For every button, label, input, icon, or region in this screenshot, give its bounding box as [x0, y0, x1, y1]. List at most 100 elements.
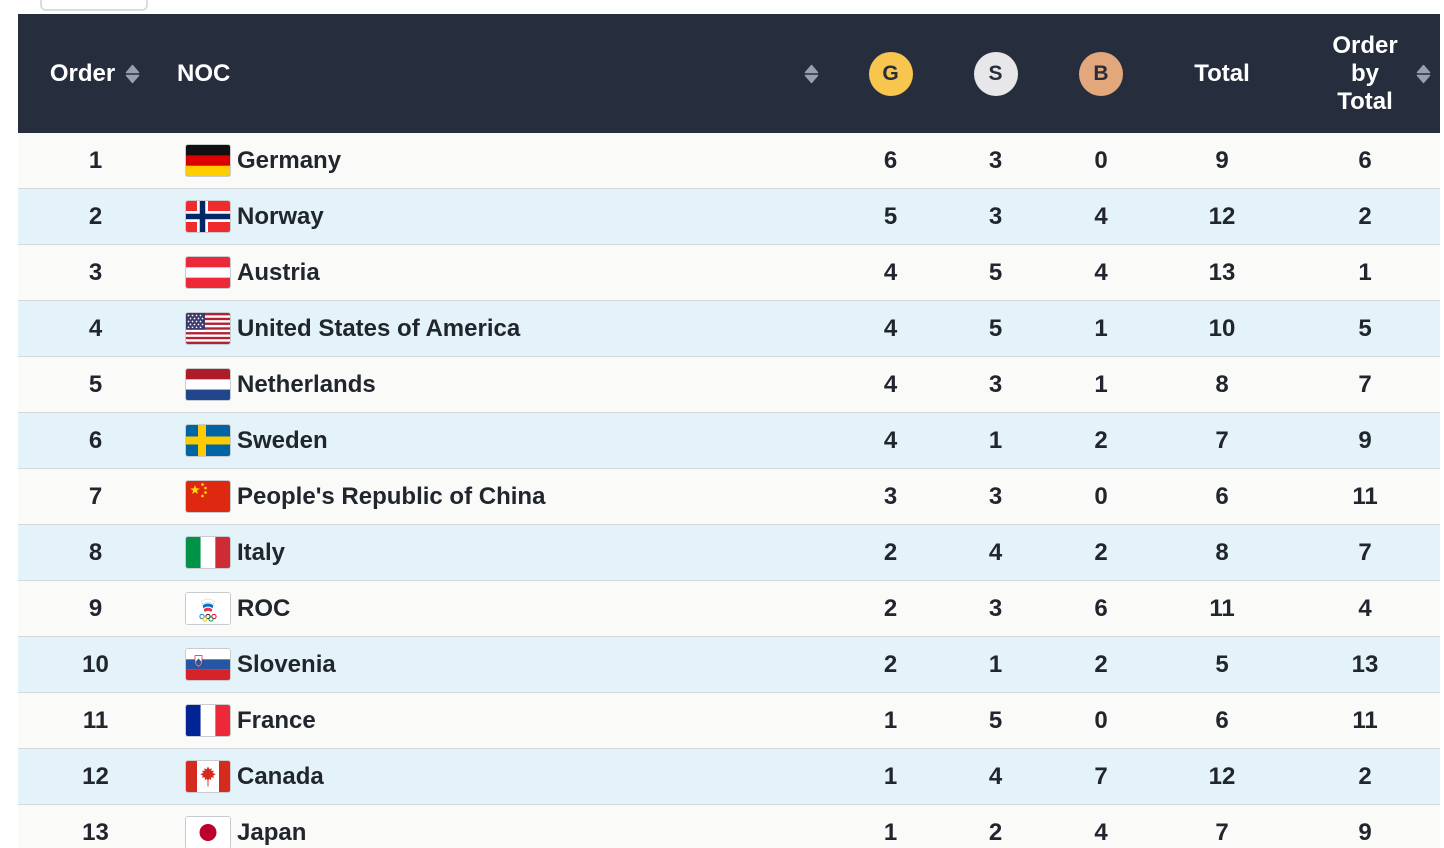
cell-order: 5: [88, 370, 103, 398]
cell-gold: 6: [883, 146, 898, 174]
cell-gold: 4: [883, 258, 898, 286]
medal-table: Order NOC G: [18, 14, 1440, 848]
cell-gold: 1: [883, 706, 898, 734]
cell-gold: 2: [883, 538, 898, 566]
cell-silver: 3: [988, 202, 1003, 230]
cell-silver: 5: [988, 258, 1003, 286]
cell-bronze: 7: [1094, 762, 1108, 790]
header-silver[interactable]: S: [943, 51, 1048, 96]
country-name: People's Republic of China: [237, 482, 546, 510]
cn-flag-icon: [185, 480, 231, 513]
table-body: 1 Germany 6 3 0 9 6 2 Norway 5 3 4 1 2 2 …: [18, 133, 1440, 848]
cell-silver: 5: [988, 706, 1003, 734]
sort-order-by-total-icon[interactable]: [1415, 64, 1432, 84]
header-order-label: Order: [49, 59, 116, 87]
cell-noc[interactable]: Japan: [163, 816, 838, 848]
country-name: Netherlands: [237, 370, 376, 398]
sort-order-icon[interactable]: [124, 64, 141, 84]
country-name: Sweden: [237, 426, 328, 454]
cell-total: 6: [1215, 706, 1229, 734]
cell-order: 2: [88, 202, 103, 230]
cell-noc[interactable]: Netherlands: [163, 368, 838, 401]
table-row: 2 Norway 5 3 4 12 2: [18, 189, 1440, 245]
gold-medal-icon: G: [868, 51, 913, 96]
cell-bronze: 6: [1094, 594, 1108, 622]
table-row: 5 Netherlands 4 3 1 8 7: [18, 357, 1440, 413]
cell-total: 8: [1215, 370, 1229, 398]
cell-total: 13: [1208, 258, 1236, 286]
cell-gold: 1: [883, 762, 898, 790]
table-row: 11 France 1 5 0 6 11: [18, 693, 1440, 749]
country-name: United States of America: [237, 314, 521, 342]
cell-noc[interactable]: Slovenia: [163, 648, 838, 681]
silver-medal-icon: S: [973, 51, 1018, 96]
country-name: Germany: [237, 146, 342, 174]
cutoff-dropdown[interactable]: [40, 0, 148, 11]
header-noc[interactable]: NOC: [163, 60, 838, 88]
cell-order: 7: [88, 482, 103, 510]
se-flag-icon: [185, 424, 231, 457]
cell-gold: 3: [883, 482, 898, 510]
cell-total: 5: [1215, 650, 1229, 678]
country-name: Italy: [237, 538, 286, 566]
cell-noc[interactable]: Canada: [163, 760, 838, 793]
cell-gold: 5: [883, 202, 898, 230]
cell-silver: 1: [988, 426, 1003, 454]
cell-noc[interactable]: Italy: [163, 536, 838, 569]
header-total[interactable]: Total: [1154, 60, 1290, 88]
country-name: France: [237, 706, 316, 734]
cell-noc[interactable]: People's Republic of China: [163, 480, 838, 513]
header-bronze[interactable]: B: [1048, 51, 1154, 96]
cell-silver: 2: [988, 818, 1003, 846]
table-header: Order NOC G: [18, 14, 1440, 133]
cell-bronze: 2: [1094, 650, 1108, 678]
si-flag-icon: [185, 648, 231, 681]
header-order-by-total[interactable]: Order by Total: [1290, 32, 1440, 116]
cell-gold: 2: [883, 650, 898, 678]
cell-order: 6: [88, 426, 103, 454]
cell-order: 11: [82, 706, 109, 734]
cell-noc[interactable]: Germany: [163, 144, 838, 177]
cell-noc[interactable]: ROC: [163, 592, 838, 625]
cell-total: 7: [1215, 426, 1229, 454]
table-row: 3 Austria 4 5 4 13 1: [18, 245, 1440, 301]
cell-noc[interactable]: United States of America: [163, 312, 838, 345]
cell-order: 8: [88, 538, 103, 566]
table-row: 8 Italy 2 4 2 8 7: [18, 525, 1440, 581]
cell-gold: 4: [883, 314, 898, 342]
roc-flag-icon: [185, 592, 231, 625]
cell-noc[interactable]: France: [163, 704, 838, 737]
header-order-by-total-label: Order by Total: [1332, 31, 1398, 115]
cell-gold: 4: [883, 426, 898, 454]
table-row: 6 Sweden 4 1 2 7 9: [18, 413, 1440, 469]
cell-gold: 1: [883, 818, 898, 846]
country-name: Norway: [237, 202, 324, 230]
header-gold[interactable]: G: [838, 51, 943, 96]
cell-noc[interactable]: Austria: [163, 256, 838, 289]
cell-order-by-total: 5: [1358, 314, 1372, 342]
cell-order: 4: [88, 314, 103, 342]
cell-silver: 4: [988, 762, 1003, 790]
cell-noc[interactable]: Norway: [163, 200, 838, 233]
cell-order-by-total: 9: [1358, 818, 1372, 846]
cell-silver: 3: [988, 482, 1003, 510]
cell-gold: 4: [883, 370, 898, 398]
cell-total: 8: [1215, 538, 1229, 566]
header-total-label: Total: [1194, 59, 1250, 87]
cell-order-by-total: 4: [1358, 594, 1372, 622]
country-name: Canada: [237, 762, 324, 790]
cell-silver: 4: [988, 538, 1003, 566]
fr-flag-icon: [185, 704, 231, 737]
cell-total: 7: [1215, 818, 1229, 846]
cell-noc[interactable]: Sweden: [163, 424, 838, 457]
cell-bronze: 0: [1094, 146, 1108, 174]
cell-order: 10: [82, 650, 109, 678]
table-row: 1 Germany 6 3 0 9 6: [18, 133, 1440, 189]
cell-total: 6: [1215, 482, 1229, 510]
us-flag-icon: [185, 312, 231, 345]
header-order[interactable]: Order: [18, 60, 163, 88]
sort-noc-icon[interactable]: [803, 64, 820, 84]
bronze-medal-icon: B: [1079, 51, 1123, 96]
cell-silver: 3: [988, 146, 1003, 174]
